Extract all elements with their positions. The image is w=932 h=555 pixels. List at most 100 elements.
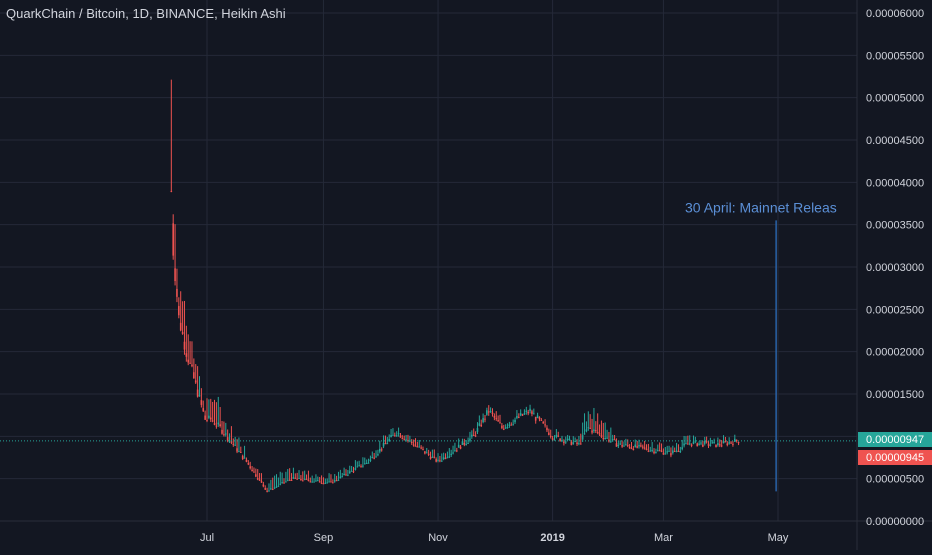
candle-body [333, 480, 336, 482]
candle-body [643, 447, 646, 449]
candle-body [234, 444, 236, 446]
candle-body [206, 419, 208, 421]
candle-body [471, 434, 473, 437]
candle-body [730, 442, 732, 444]
candle-body [401, 438, 404, 440]
candle-body [292, 477, 295, 479]
candle-body [228, 440, 231, 442]
candle-body [262, 484, 265, 487]
candle-body [424, 451, 426, 454]
candle-body [347, 474, 349, 476]
candle-body [534, 417, 537, 421]
candle-body [390, 435, 392, 438]
candle-body [219, 424, 221, 427]
candle-body [174, 268, 176, 282]
candle-body [548, 432, 550, 435]
candle-body [621, 445, 623, 447]
candle-body [660, 450, 663, 452]
candle-body [322, 483, 325, 485]
candle-body [459, 446, 462, 449]
candle-body [638, 445, 640, 447]
candle-body [585, 429, 588, 432]
candle-body [343, 473, 345, 476]
candle-body [442, 457, 445, 459]
candle-body [251, 469, 253, 472]
candle-body [529, 408, 531, 412]
candle-body [358, 465, 360, 467]
candle-body [692, 441, 695, 444]
candle-body [271, 488, 274, 490]
candle-body [317, 480, 319, 482]
candle-body [703, 441, 706, 444]
candle-body [596, 431, 599, 434]
candle-body [681, 447, 684, 450]
candle-body [506, 427, 509, 429]
candle-body [653, 451, 655, 454]
candle-body [268, 490, 270, 492]
candle-body [591, 430, 593, 433]
candle-body [431, 456, 434, 458]
candle-body [658, 450, 661, 452]
y-tick-label: 0.00001500 [866, 389, 924, 401]
candle-body [632, 449, 635, 451]
candle-body [482, 418, 484, 423]
candle-body [718, 444, 721, 446]
candle-body [527, 412, 529, 414]
candle-body [224, 433, 227, 435]
candle-body [397, 433, 400, 435]
candle-body [330, 481, 332, 483]
candle-body [672, 450, 674, 453]
candle-body [226, 437, 229, 441]
candle-body [170, 190, 173, 192]
candle-body [273, 487, 276, 489]
candle-body [564, 441, 567, 443]
candle-body [221, 429, 223, 434]
candle-body [223, 434, 225, 436]
candle-body [348, 471, 351, 474]
candle-body [469, 438, 471, 441]
candle-body [187, 359, 190, 363]
candle-body [380, 449, 383, 451]
candle-body [354, 468, 357, 470]
candle-body [504, 427, 507, 429]
candle-body [412, 444, 415, 446]
candle-body [356, 466, 359, 468]
x-tick-label: Nov [428, 532, 448, 544]
candle-body [610, 440, 612, 442]
candle-body [301, 480, 304, 482]
candle-body [604, 438, 606, 440]
candle-body [452, 452, 454, 454]
candle-body [256, 478, 259, 480]
candle-body [465, 444, 468, 446]
candle-body [324, 482, 327, 484]
candle-body [713, 441, 715, 443]
candle-body [501, 425, 503, 429]
candle-body [617, 444, 620, 446]
candle-body [456, 450, 458, 452]
candle-body [581, 435, 584, 440]
candle-body [508, 424, 511, 426]
candle-body [623, 445, 625, 447]
candle-body [735, 439, 738, 442]
candle-body [394, 435, 396, 437]
candle-body [593, 429, 595, 432]
x-tick-label: May [768, 532, 789, 544]
candle-body [687, 443, 689, 445]
candle-body [611, 438, 614, 440]
candle-body [619, 443, 622, 445]
candle-body [538, 417, 541, 420]
candle-body [288, 479, 291, 481]
candle-body [724, 441, 727, 443]
candle-body [583, 433, 586, 435]
candle-body [189, 362, 191, 364]
candle-body [399, 435, 402, 438]
candle-body [194, 380, 197, 383]
candle-body [733, 438, 736, 442]
candle-body [335, 480, 338, 482]
candle-body [555, 434, 558, 438]
candle-body [191, 364, 193, 367]
y-tick-label: 0.00000000 [866, 516, 924, 528]
candle-body [516, 416, 518, 418]
